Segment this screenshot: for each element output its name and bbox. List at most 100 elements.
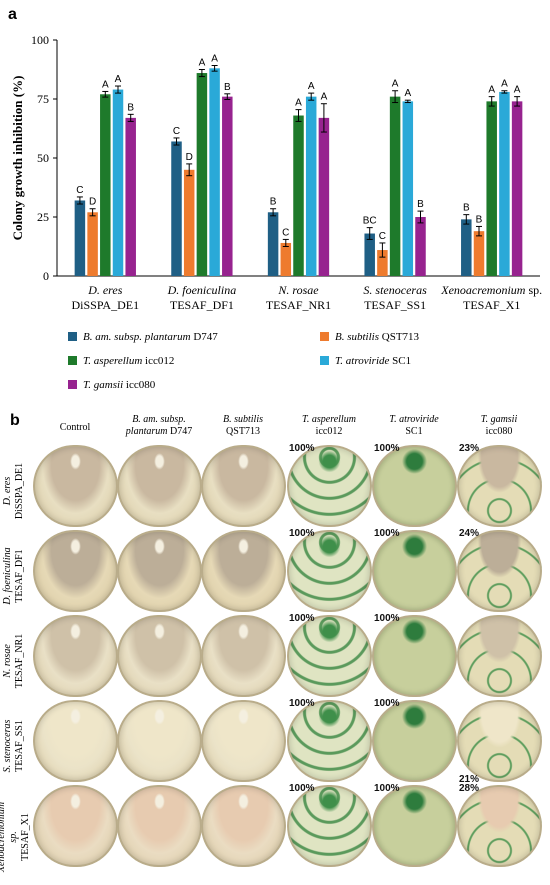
row-header: D. eres DiSSPA_DE1 <box>2 451 26 531</box>
petri-dish <box>457 785 542 867</box>
significance-letter: A <box>321 92 328 103</box>
petri-dish <box>287 530 372 612</box>
x-category-suffix: sp. <box>525 283 542 297</box>
x-category-species: D. eres <box>87 283 123 297</box>
column-header: Control <box>30 422 120 434</box>
legend-entry: T. gamsii icc080 <box>83 379 156 391</box>
bar <box>293 115 304 277</box>
legend-strain: icc012 <box>142 355 174 367</box>
inhibition-percent-label: 100% <box>289 443 315 454</box>
legend-swatch <box>320 332 329 341</box>
significance-letter: A <box>308 81 315 92</box>
inhibition-percent-label: 24% <box>459 528 480 539</box>
x-category-species: N. rosae <box>277 283 319 297</box>
significance-letter: D <box>89 197 96 208</box>
significance-letter: BC <box>363 216 377 227</box>
bar <box>461 219 472 276</box>
petri-dish <box>117 530 202 612</box>
row-header-strain: DiSSPA_DE1 <box>14 462 25 520</box>
column-header-line1: B. am. subsp. <box>132 414 186 425</box>
row-header-strain: TESAF_NR1 <box>14 633 25 689</box>
petri-dish <box>117 445 202 527</box>
x-category-label: D. foeniculina <box>167 283 237 297</box>
bar <box>74 200 86 276</box>
column-header-line1: Control <box>59 422 91 433</box>
bar <box>100 94 111 276</box>
x-category-strain: TESAF_DF1 <box>170 298 234 312</box>
panel-a-label: a <box>8 6 17 23</box>
significance-letter: B <box>476 214 483 225</box>
inhibition-percent-label: 100% <box>289 783 315 794</box>
legend-swatch <box>320 356 329 365</box>
bar <box>486 101 497 276</box>
bar <box>305 96 317 276</box>
petri-dish <box>201 700 286 782</box>
inhibition-percent-label: 100% <box>289 698 315 709</box>
legend-species: B. subtilis <box>335 331 379 343</box>
bar <box>125 117 136 276</box>
inhibition-percent-label: 23% <box>459 443 480 454</box>
bar <box>183 169 195 276</box>
column-header: B. am. subsp. plantarum D747 <box>114 414 204 438</box>
petri-dish <box>372 700 457 782</box>
legend-swatch <box>68 332 77 341</box>
y-tick-label: 75 <box>37 92 49 106</box>
x-category-species: S. stenoceras <box>363 283 427 297</box>
significance-letter: B <box>463 203 470 214</box>
inhibition-percent-label: 100% <box>289 528 315 539</box>
petri-dish <box>372 615 457 697</box>
legend-strain: icc080 <box>123 379 156 391</box>
significance-letter: D <box>186 152 193 163</box>
legend-entry: B. subtilis QST713 <box>335 331 420 343</box>
bar <box>402 101 414 276</box>
petri-dish <box>457 445 542 527</box>
inhibition-percent-label: 100% <box>374 613 400 624</box>
legend-strain: D747 <box>191 331 219 343</box>
significance-letter: A <box>102 79 109 90</box>
row-header-species: D. foeniculina <box>2 547 13 605</box>
legend-strain: SC1 <box>389 355 411 367</box>
significance-letter: C <box>76 185 83 196</box>
petri-dish <box>372 785 457 867</box>
y-axis-label: Colony growth inhibition (%) <box>10 76 25 241</box>
petri-dish <box>33 785 118 867</box>
y-tick-label: 25 <box>37 210 49 224</box>
column-header-line2: QST713 <box>226 426 260 437</box>
column-header-line2: icc012 <box>315 426 343 437</box>
petri-dish <box>457 530 542 612</box>
x-category-strain: TESAF_X1 <box>463 298 520 312</box>
significance-letter: B <box>224 82 231 93</box>
column-header: T. asperellum icc012 <box>284 414 374 438</box>
petri-dish <box>117 700 202 782</box>
legend-strain: QST713 <box>379 331 420 343</box>
petri-dish-grid: Control B. am. subsp. plantarum D747 B. sub… <box>0 414 550 885</box>
significance-letter: A <box>514 85 521 96</box>
inhibition-percent-label: 100% <box>374 783 400 794</box>
petri-dish <box>287 785 372 867</box>
petri-dish <box>201 615 286 697</box>
panel-b-label: b <box>10 412 20 429</box>
significance-letter: A <box>501 79 508 90</box>
y-tick-label: 50 <box>37 151 49 165</box>
bar <box>511 101 523 276</box>
x-category-label: N. rosae <box>277 283 319 297</box>
significance-letter: B <box>127 102 134 113</box>
legend-species: B. am. subsp. plantarum <box>83 331 191 343</box>
significance-letter: A <box>295 98 302 109</box>
bar <box>364 233 375 276</box>
x-category-strain: TESAF_NR1 <box>266 298 331 312</box>
legend-entry: T. asperellum icc012 <box>83 355 174 367</box>
column-header-line1: T. asperellum <box>302 414 356 425</box>
inhibition-percent-label: 21% <box>459 774 480 785</box>
column-header-line2: D747 <box>167 426 193 437</box>
bar <box>389 96 401 276</box>
legend-swatch <box>68 380 77 389</box>
inhibition-percent-label: 100% <box>374 528 400 539</box>
x-category-label: D. eres <box>87 283 123 297</box>
row-header-strain: TESAF_DF1 <box>14 549 25 603</box>
column-header-line1: T. atroviride <box>389 414 439 425</box>
bar <box>171 141 182 276</box>
row-header: D. foeniculina TESAF_DF1 <box>2 536 26 616</box>
legend-species: T. gamsii <box>83 379 123 391</box>
